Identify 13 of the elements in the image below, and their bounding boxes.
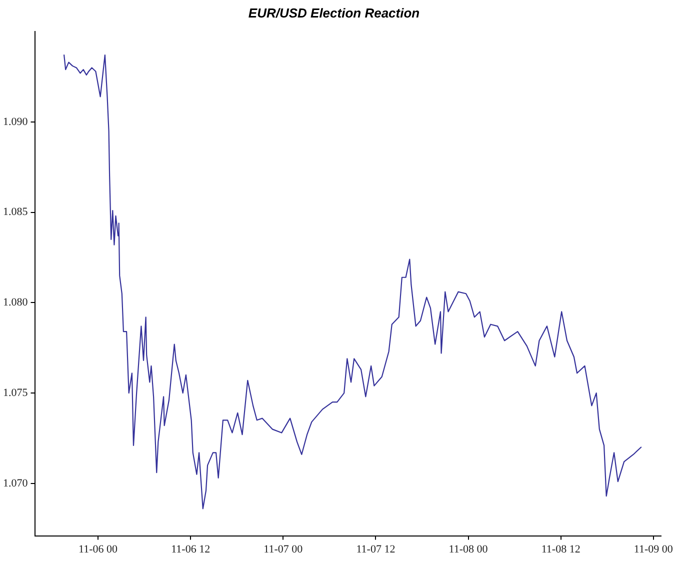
x-tick-label: 11-09 00 bbox=[634, 543, 674, 556]
y-tick-label: 1.075 bbox=[3, 386, 28, 399]
x-tick-label: 11-06 12 bbox=[171, 543, 210, 556]
x-tick-label: 11-07 12 bbox=[356, 543, 396, 556]
x-tick-label: 11-07 00 bbox=[264, 543, 304, 556]
x-tick-label: 11-08 12 bbox=[541, 543, 580, 556]
chart-title: EUR/USD Election Reaction bbox=[248, 5, 420, 20]
x-tick-label: 11-06 00 bbox=[78, 543, 118, 556]
x-tick-label: 11-08 00 bbox=[448, 543, 488, 556]
y-tick-label: 1.080 bbox=[3, 296, 28, 309]
y-tick-label: 1.090 bbox=[3, 116, 28, 128]
y-tick-label: 1.070 bbox=[3, 477, 28, 490]
y-tick-label: 1.085 bbox=[3, 206, 28, 218]
